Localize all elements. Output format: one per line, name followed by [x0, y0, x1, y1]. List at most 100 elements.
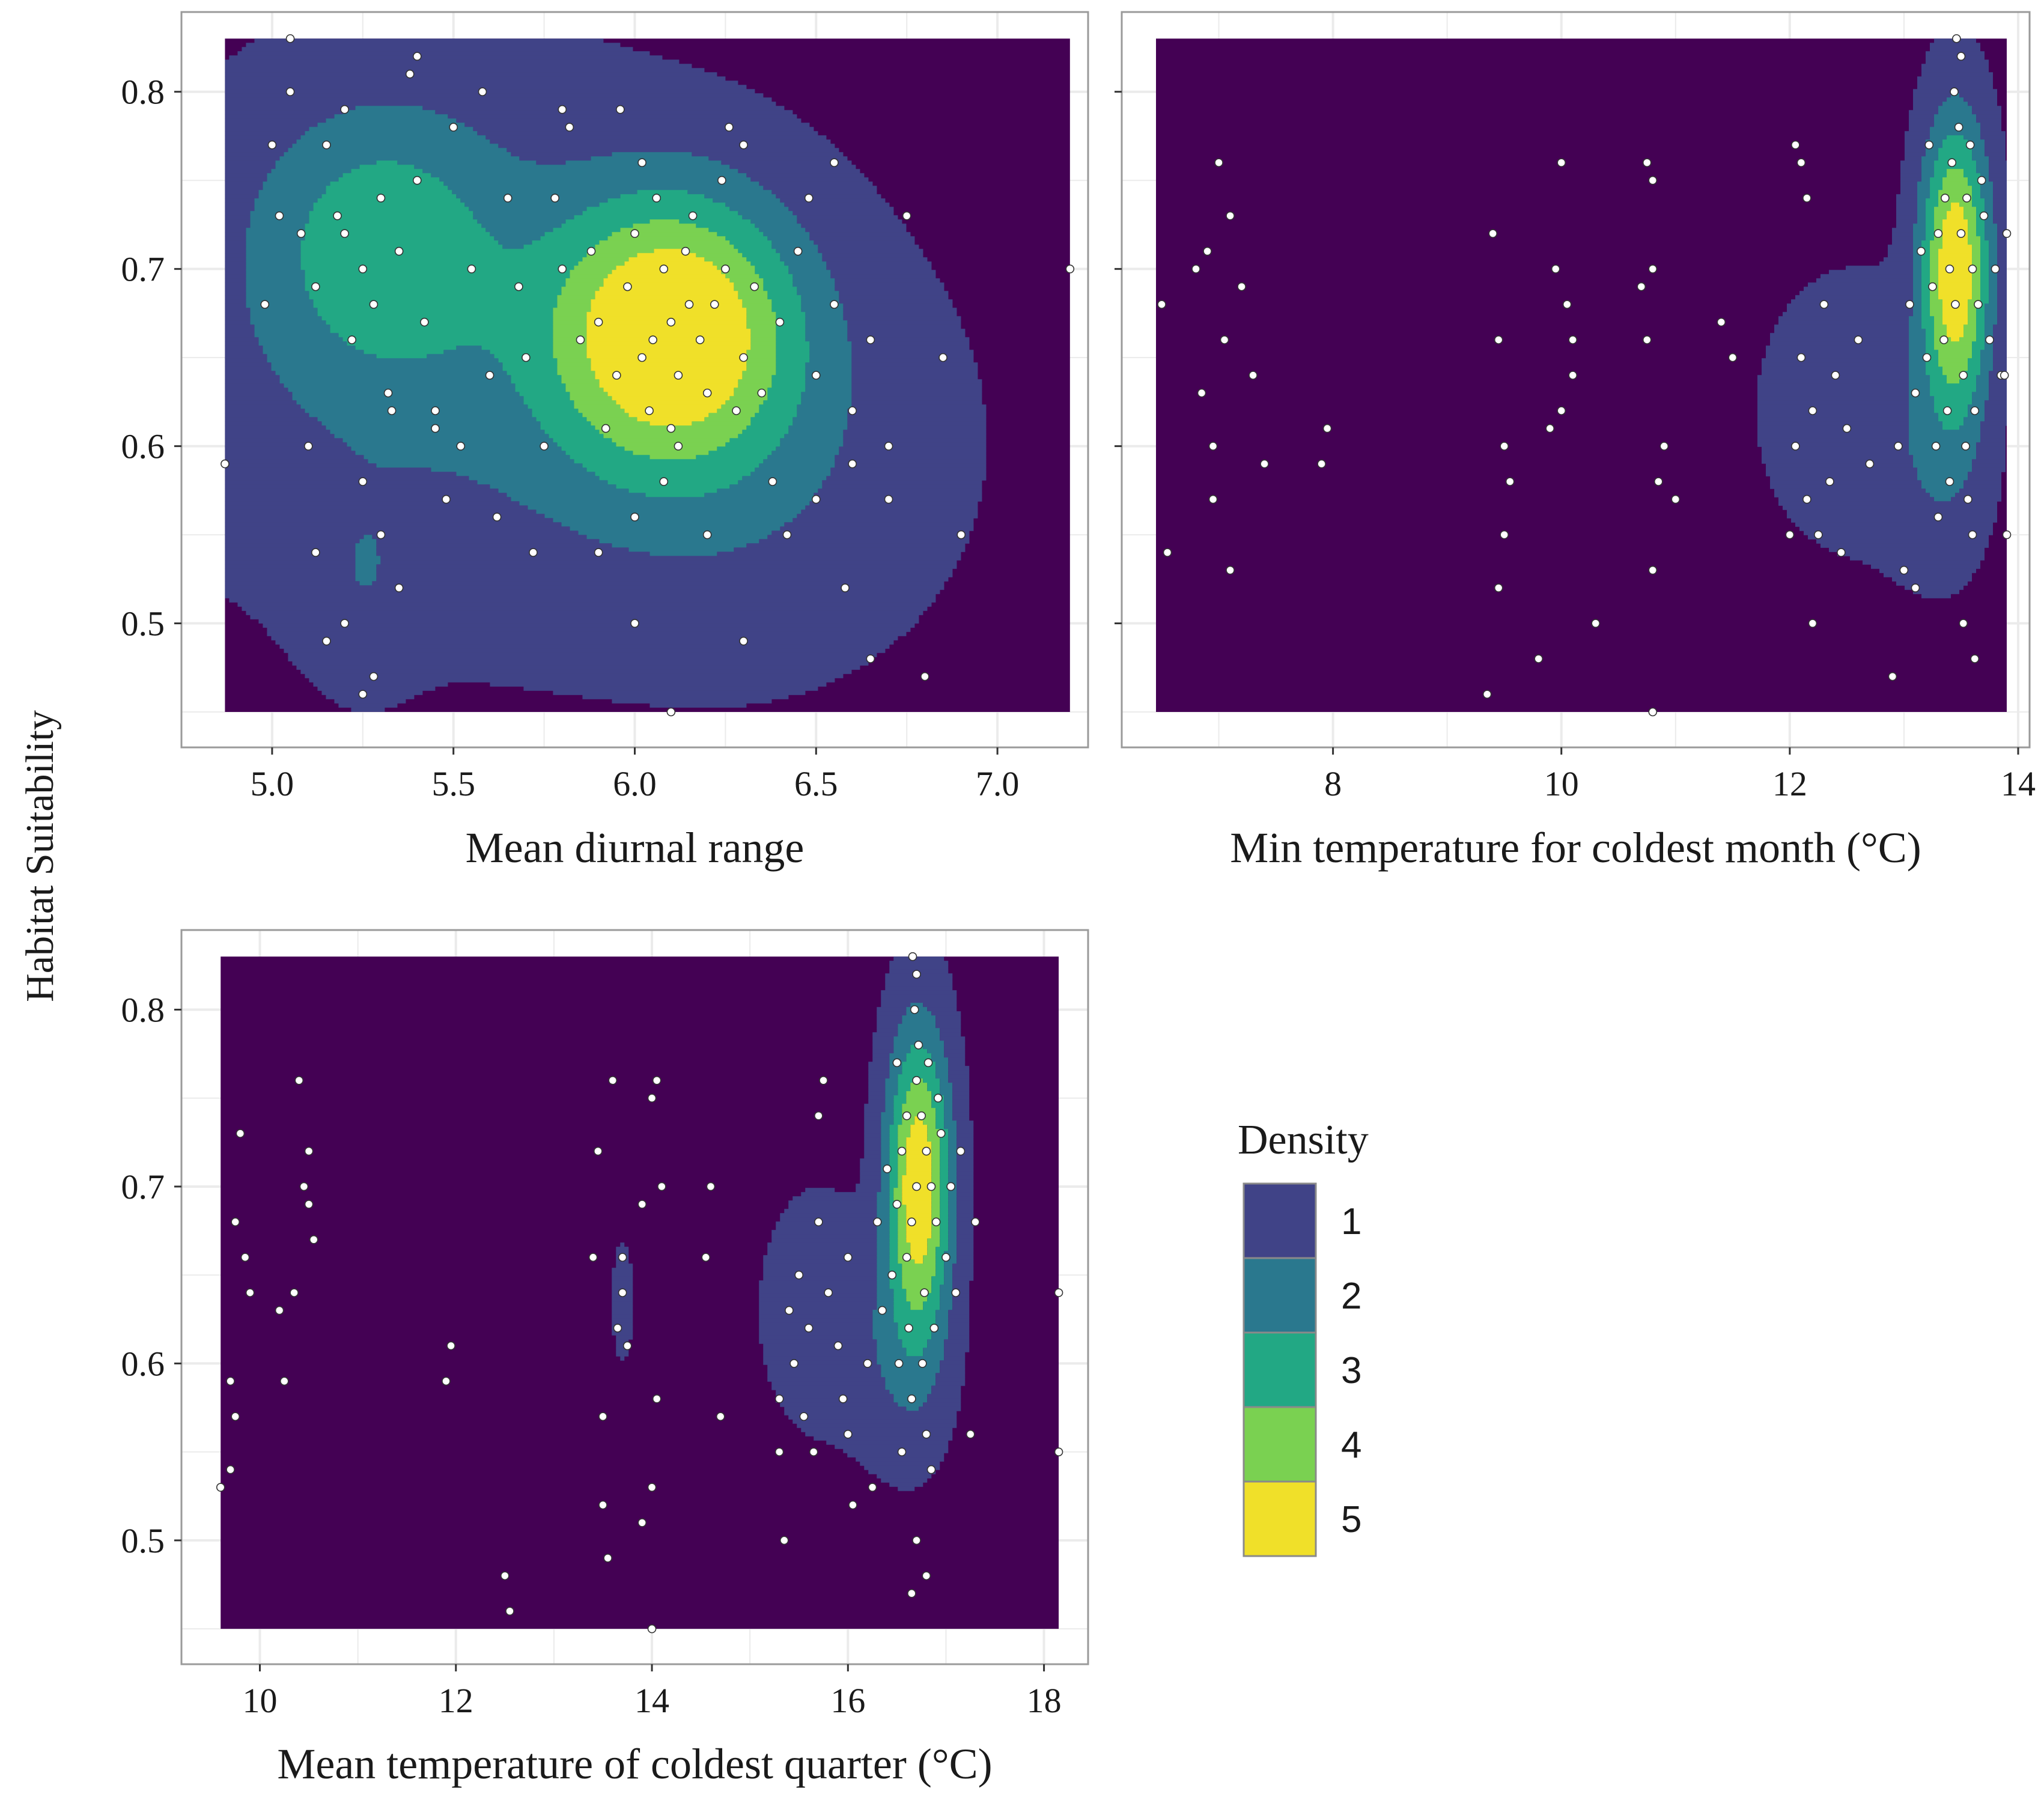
density-band	[1938, 198, 1973, 203]
density-band	[948, 1238, 957, 1243]
density-band	[1972, 110, 2002, 115]
density-band	[1976, 324, 1985, 329]
density-band	[898, 1175, 902, 1180]
density-band	[906, 1297, 928, 1302]
density-band	[881, 1142, 890, 1146]
density-band	[843, 303, 953, 308]
density-band	[952, 1104, 970, 1108]
density-band	[309, 211, 473, 216]
density-band	[612, 1272, 633, 1277]
density-band	[1926, 236, 1935, 241]
data-point	[376, 193, 386, 202]
density-band	[835, 459, 987, 464]
density-band	[313, 207, 469, 211]
density-band	[742, 375, 772, 380]
density-band	[935, 1112, 944, 1117]
density-band	[1804, 287, 1914, 291]
data-point	[623, 282, 632, 291]
density-band	[225, 68, 705, 73]
density-band	[1938, 413, 1968, 418]
density-band	[225, 219, 251, 224]
density-band	[944, 1041, 966, 1045]
density-band	[1909, 451, 1977, 455]
density-band	[893, 956, 944, 961]
density-band	[931, 1196, 940, 1201]
density-band	[877, 1301, 894, 1306]
density-band	[902, 1272, 936, 1277]
density-band	[898, 1179, 902, 1184]
density-band	[1791, 299, 1914, 304]
legend-label: 2	[1341, 1275, 1361, 1317]
density-band	[225, 438, 343, 443]
density-band	[906, 1146, 932, 1151]
density-band	[902, 1268, 936, 1272]
data-point	[892, 1058, 902, 1068]
density-band	[898, 1230, 907, 1235]
data-point	[1562, 300, 1572, 309]
density-band	[1909, 417, 1939, 422]
density-band	[1921, 173, 1935, 178]
density-band	[225, 320, 251, 325]
density-band	[742, 303, 772, 308]
density-band	[927, 1242, 940, 1247]
density-band	[881, 1188, 890, 1193]
density-band	[225, 97, 772, 102]
data-point	[245, 1288, 255, 1297]
density-band	[767, 1377, 886, 1382]
density-band	[225, 232, 246, 237]
density-band	[1921, 257, 1930, 262]
density-band	[1934, 223, 1943, 228]
density-band	[792, 278, 835, 283]
density-band	[1900, 169, 1922, 174]
density-band	[553, 345, 587, 350]
data-point	[369, 672, 379, 681]
density-band	[355, 560, 381, 565]
density-band	[881, 1146, 890, 1151]
density-band	[847, 1453, 944, 1458]
density-band	[797, 409, 848, 413]
density-band	[725, 274, 759, 279]
density-band	[1993, 194, 2007, 199]
density-band	[1913, 278, 1922, 283]
density-band	[523, 245, 595, 249]
density-band	[893, 1188, 902, 1193]
x-tick-label: 5.5	[431, 764, 475, 803]
density-band	[490, 232, 545, 237]
density-band	[944, 1339, 970, 1344]
density-band	[300, 249, 591, 254]
data-point	[789, 1359, 798, 1368]
density-band	[957, 1247, 974, 1251]
density-band	[935, 1120, 944, 1125]
density-band	[1976, 308, 1985, 312]
density-band	[612, 1280, 633, 1285]
density-band	[755, 223, 801, 228]
density-band	[1896, 194, 1918, 199]
density-band	[906, 1289, 932, 1294]
density-band	[561, 446, 625, 451]
density-band	[225, 589, 940, 594]
density-band	[957, 1163, 974, 1167]
density-band	[275, 371, 507, 375]
density-band	[893, 1301, 911, 1306]
density-band	[771, 1230, 877, 1235]
density-band	[881, 1150, 890, 1155]
density-band	[246, 282, 305, 287]
density-band	[456, 194, 621, 199]
data-point	[322, 140, 331, 150]
density-band	[898, 1154, 907, 1159]
density-band	[931, 1276, 944, 1281]
density-band	[843, 316, 961, 321]
density-band	[877, 1011, 907, 1016]
density-band	[931, 1053, 944, 1058]
density-band	[1985, 417, 2007, 422]
density-band	[877, 1280, 890, 1285]
density-band	[355, 543, 377, 548]
density-band	[957, 1217, 974, 1222]
density-band	[1980, 270, 1989, 275]
density-band	[225, 375, 280, 380]
data-point	[387, 406, 397, 415]
density-band	[725, 400, 764, 405]
density-band	[940, 1179, 949, 1184]
density-band	[342, 337, 553, 342]
